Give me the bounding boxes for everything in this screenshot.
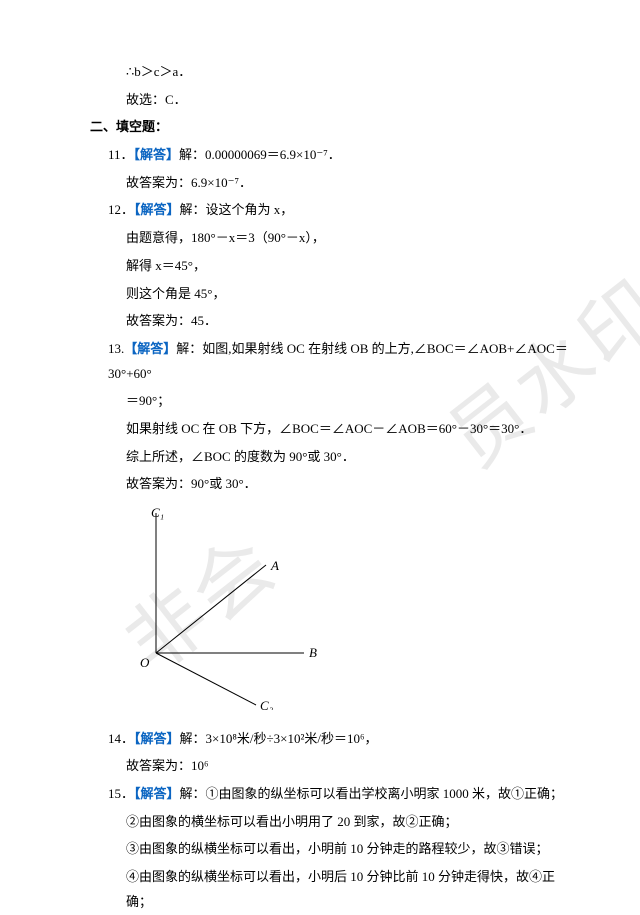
- text-line: 由题意得，180°－x＝3（90°－x），: [90, 226, 580, 251]
- text-line: 解得 x＝45°，: [90, 254, 580, 279]
- svg-text:A: A: [270, 558, 279, 573]
- text-line: 故答案为：10⁶: [90, 754, 580, 779]
- text-line: 故答案为：90°或 30°．: [90, 472, 580, 497]
- svg-text:C₁: C₁: [151, 505, 164, 520]
- svg-text:B: B: [309, 645, 317, 660]
- angle-svg: C₁ A B C₂ O: [126, 505, 326, 710]
- q-text: 解：设这个角为 x，: [180, 202, 294, 217]
- svg-text:O: O: [140, 655, 150, 670]
- answer-tag: 【解答】: [124, 341, 176, 356]
- answer-tag: 【解答】: [134, 786, 180, 801]
- svg-text:C₂: C₂: [260, 698, 274, 710]
- q-text: 解：0.00000069＝6.9×10⁻⁷．: [179, 147, 341, 162]
- q-text: 解：如图,如果射线 OC 在射线 OB 的上方,∠BOC＝∠AOB+∠AOC＝3…: [108, 341, 568, 381]
- q-number: 13.: [108, 341, 124, 356]
- question-line: 12．【解答】解：设这个角为 x，: [90, 198, 580, 223]
- text-line: 故答案为：6.9×10⁻⁷．: [90, 171, 580, 196]
- question-line: 11．【解答】解：0.00000069＝6.9×10⁻⁷．: [90, 143, 580, 168]
- question-line: 13.【解答】解：如图,如果射线 OC 在射线 OB 的上方,∠BOC＝∠AOB…: [90, 337, 580, 386]
- q-number: 15．: [108, 786, 134, 801]
- text-line: ③由图象的纵横坐标可以看出，小明前 10 分钟走的路程较少，故③错误；: [90, 837, 580, 862]
- answer-tag: 【解答】: [134, 731, 180, 746]
- text-line: ＝90°；: [90, 389, 580, 414]
- q-text: 解：3×10⁸米/秒÷3×10²米/秒＝10⁶，: [180, 731, 378, 746]
- q-number: 12．: [108, 202, 134, 217]
- text-line: 如果射线 OC 在 OB 下方，∠BOC＝∠AOC－∠AOB＝60°－30°＝3…: [90, 417, 580, 442]
- question-line: 15．【解答】解：①由图象的纵坐标可以看出学校离小明家 1000 米，故①正确；: [90, 782, 580, 807]
- question-line: 14．【解答】解：3×10⁸米/秒÷3×10²米/秒＝10⁶，: [90, 727, 580, 752]
- text-line: 综上所述，∠BOC 的度数为 90°或 30°．: [90, 445, 580, 470]
- q-text: 解：①由图象的纵坐标可以看出学校离小明家 1000 米，故①正确；: [180, 786, 564, 801]
- q-number: 11．: [108, 147, 134, 162]
- answer-tag: 【解答】: [134, 147, 180, 162]
- angle-diagram: C₁ A B C₂ O: [126, 505, 580, 719]
- page-content: ∴b＞c＞a． 故选：C． 二、填空题： 11．【解答】解：0.00000069…: [90, 60, 580, 915]
- q-number: 14．: [108, 731, 134, 746]
- text-line: ②由图象的横坐标可以看出小明用了 20 到家，故②正确；: [90, 810, 580, 835]
- text-line: ④由图象的纵横坐标可以看出，小明后 10 分钟比前 10 分钟走得快，故④正确；: [90, 865, 580, 914]
- text-line: ∴b＞c＞a．: [90, 60, 580, 85]
- text-line: 故答案为：45．: [90, 309, 580, 334]
- text-line: 故选：C．: [90, 88, 580, 113]
- text-line: 则这个角是 45°，: [90, 282, 580, 307]
- answer-tag: 【解答】: [134, 202, 180, 217]
- section-header: 二、填空题：: [90, 115, 580, 140]
